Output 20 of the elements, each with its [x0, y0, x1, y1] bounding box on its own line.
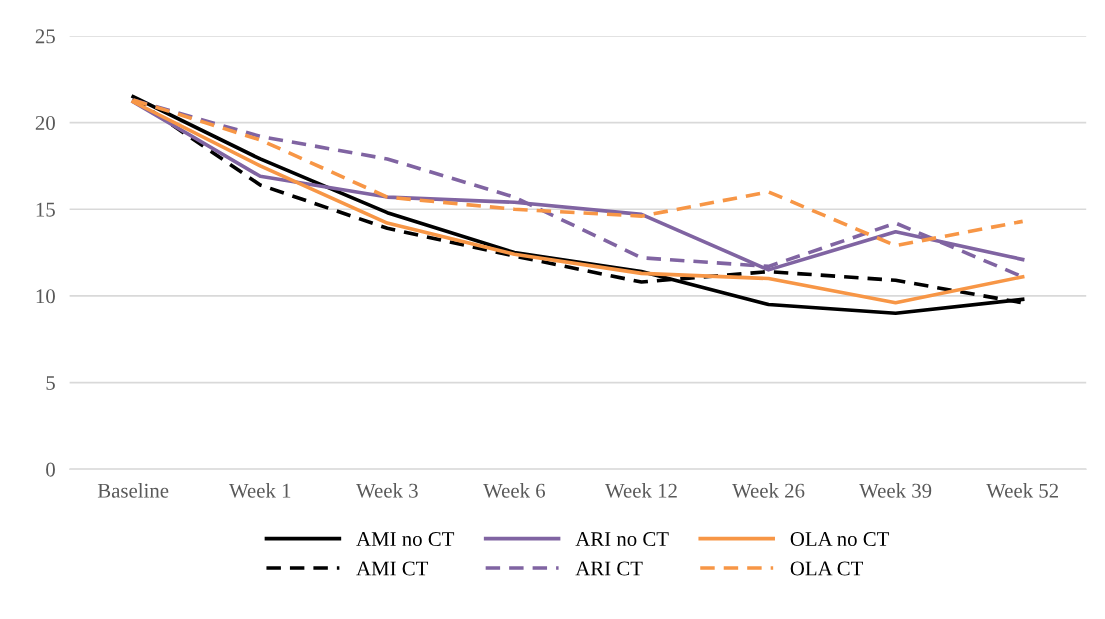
x-tick-label: Week 6: [483, 483, 546, 498]
y-tick-label: 25: [35, 29, 55, 44]
x-tick-label: Week 52: [986, 483, 1058, 498]
x-tick-label: Week 1: [228, 483, 291, 498]
y-tick-label: 20: [35, 115, 55, 130]
legend-label: AMI CT: [356, 561, 429, 576]
legend-label: OLA CT: [790, 561, 863, 576]
x-tick-label: Week 26: [732, 483, 805, 498]
legend-label: AMI no CT: [356, 532, 455, 547]
y-tick-label: 5: [46, 376, 55, 390]
legend-label: ARI no CT: [575, 532, 669, 547]
y-tick-label: 10: [36, 289, 55, 304]
legend-label: OLA no CT: [790, 532, 890, 547]
y-tick-label: 15: [36, 202, 55, 217]
legend-label: ARI CT: [575, 561, 643, 576]
x-tick-label: Baseline: [97, 483, 169, 498]
x-tick-label: Week 39: [859, 483, 932, 498]
x-tick-label: Week 3: [356, 483, 418, 498]
y-tick-label: 0: [46, 462, 55, 477]
x-tick-label: Week 12: [605, 483, 677, 498]
